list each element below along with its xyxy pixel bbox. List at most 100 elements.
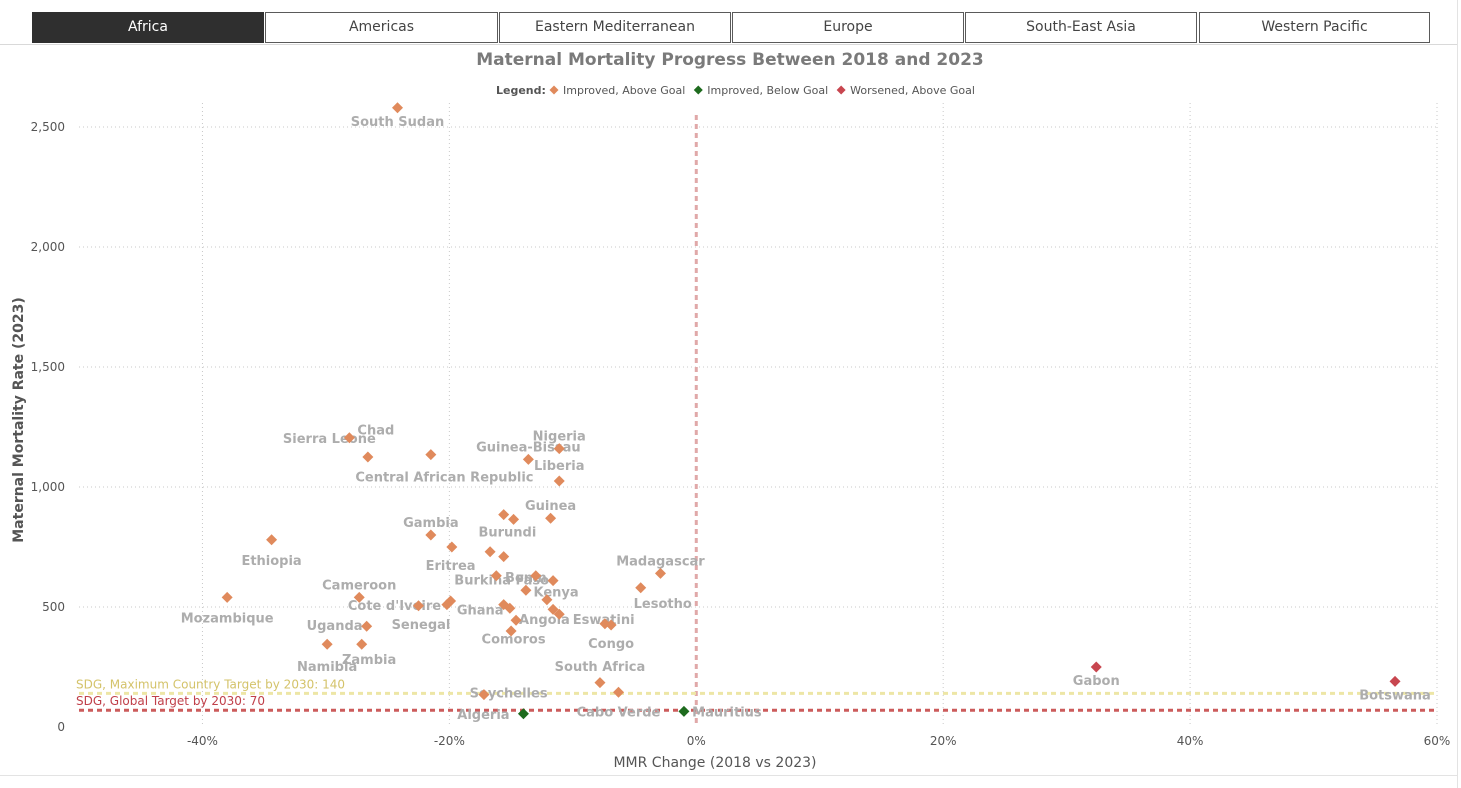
data-point-marker[interactable] [505,625,517,637]
y-tick-label: 1,000 [31,480,65,494]
point-label: Congo [588,637,634,652]
legend-entry-label: Improved, Below Goal [707,84,828,97]
right-border [1457,0,1458,788]
x-tick-label: 60% [1424,734,1451,748]
point-label: Nigeria [533,430,586,445]
data-point-marker[interactable] [553,443,565,455]
x-tick-label: -20% [434,734,465,748]
data-point-marker[interactable] [266,534,278,546]
tab-americas[interactable]: Americas [265,12,498,43]
data-point-marker[interactable] [1090,661,1102,673]
point-label: Guinea [525,499,576,514]
x-axis-ticks: -40% -20% 0% 20% 40% 60% [187,734,1450,748]
point-label: Lesotho [634,597,692,612]
point-label: Senegal [392,618,451,633]
point-label: Cameroon [322,578,396,593]
tab-eastern-mediterranean[interactable]: Eastern Mediterranean [499,12,731,43]
point-label: South Sudan [351,115,445,130]
point-label: Liberia [534,459,585,474]
y-tick-label: 2,500 [31,120,65,134]
chart-legend: Legend: Improved, Above Goal Improved, Bel… [496,84,975,97]
tab-europe[interactable]: Europe [732,12,964,43]
data-point-marker[interactable] [1389,675,1401,687]
x-tick-label: 20% [930,734,957,748]
data-point-marker[interactable] [530,570,542,582]
data-point-marker[interactable] [547,575,559,587]
data-point-marker[interactable] [520,584,532,596]
point-label: Zambia [342,653,396,668]
point-label: Botswana [1359,688,1431,703]
point-label: Guinea-Bissau [476,440,581,455]
point-label: Comoros [482,632,546,647]
data-point-marker[interactable] [484,546,496,558]
point-label: Uganda [307,619,363,634]
data-points [221,102,1401,720]
data-point-marker[interactable] [522,453,534,465]
y-axis-ticks: 0 500 1,000 1,500 2,000 2,500 [31,120,65,734]
point-label: Gabon [1073,674,1120,689]
chart-title: Maternal Mortality Progress Between 2018… [476,50,983,70]
data-point-marker[interactable] [221,591,233,603]
point-label: Mozambique [181,611,274,626]
y-axis-title: Maternal Mortality Rate (2023) [11,297,27,543]
data-point-marker[interactable] [362,451,374,463]
data-point-marker[interactable] [498,509,510,521]
point-label: Cote d'Ivoire [348,599,441,614]
data-point-marker[interactable] [510,614,522,626]
data-point-marker[interactable] [356,638,368,650]
point-label: Namibia [297,660,357,675]
data-point-marker[interactable] [517,708,529,720]
data-point-marker[interactable] [553,608,565,620]
data-point-marker[interactable] [678,705,690,717]
x-tick-label: 0% [687,734,706,748]
point-label: Sierra Leone [283,432,376,447]
tab-africa[interactable]: Africa [32,12,264,43]
data-point-marker[interactable] [425,529,437,541]
point-label: Central African Republic [355,470,533,485]
point-label: Madagascar [616,554,705,569]
data-point-marker[interactable] [446,541,458,553]
data-point-marker[interactable] [504,602,516,614]
point-label: South Africa [555,660,646,675]
data-point-marker[interactable] [343,432,355,444]
x-axis-title: MMR Change (2018 vs 2023) [613,755,816,771]
point-label: Burundi [478,526,536,541]
reference-lines: SDG, Maximum Country Target by 2030: 140… [76,115,1437,727]
sdg-target-label: SDG, Global Target by 2030: 70 [76,694,265,708]
point-label: Kenya [533,585,578,600]
data-point-marker[interactable] [441,599,453,611]
data-point-marker[interactable] [392,102,404,114]
data-point-marker[interactable] [353,591,365,603]
data-point-marker[interactable] [508,513,520,525]
legend-entry-label: Worsened, Above Goal [850,84,975,97]
tab-south-east-asia[interactable]: South-East Asia [965,12,1197,43]
data-point-marker[interactable] [361,620,373,632]
data-point-marker[interactable] [553,475,565,487]
point-label: Ghana [457,604,504,619]
header-divider [0,44,1458,45]
data-point-marker[interactable] [612,686,624,698]
legend-marker [549,85,559,95]
data-point-marker[interactable] [545,512,557,524]
data-point-marker[interactable] [413,600,424,612]
data-point-marker[interactable] [498,551,510,563]
data-point-marker[interactable] [605,619,617,631]
data-point-marker[interactable] [478,689,490,701]
y-tick-label: 500 [42,600,65,614]
data-point-marker[interactable] [490,570,502,582]
data-point-marker[interactable] [594,677,606,689]
point-label: Mauritius [692,705,762,720]
legend-entry-label: Improved, Above Goal [563,84,685,97]
data-point-marker[interactable] [425,449,437,461]
data-point-marker[interactable] [541,594,553,606]
data-point-marker[interactable] [321,638,333,650]
point-label: Burkina Faso [454,574,549,589]
data-point-marker[interactable] [635,582,647,594]
data-point-marker[interactable] [654,567,666,579]
tab-western-pacific[interactable]: Western Pacific [1199,12,1430,43]
x-tick-label: -40% [187,734,218,748]
x-tick-label: 40% [1177,734,1204,748]
point-label: Gambia [403,516,459,531]
point-label: Algeria [457,708,509,723]
legend-marker [693,85,703,95]
